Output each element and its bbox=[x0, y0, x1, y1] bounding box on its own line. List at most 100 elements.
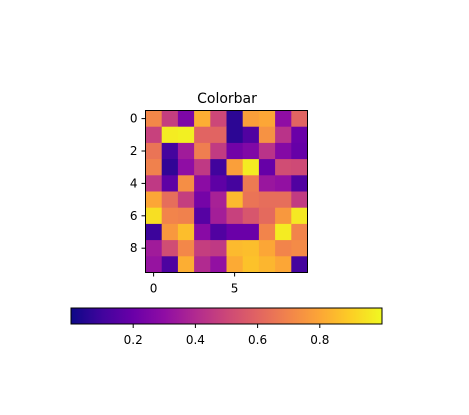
heatmap-cell bbox=[242, 126, 260, 144]
heatmap-cell bbox=[145, 207, 163, 225]
heatmap-cell bbox=[161, 240, 179, 257]
heatmap-cell bbox=[226, 142, 244, 160]
heatmap-cell bbox=[258, 191, 276, 209]
y-tick-label: 6 bbox=[130, 209, 138, 223]
heatmap-cell bbox=[226, 256, 244, 273]
y-tick-label: 0 bbox=[130, 112, 138, 126]
heatmap-cell bbox=[258, 142, 276, 160]
heatmap-cell bbox=[210, 207, 227, 225]
heatmap-cell bbox=[291, 256, 308, 273]
heatmap-cell bbox=[145, 126, 163, 144]
heatmap-cell bbox=[226, 126, 244, 144]
heatmap-cell bbox=[258, 223, 276, 241]
colorbar bbox=[70, 307, 383, 325]
heatmap-cell bbox=[242, 110, 260, 128]
heatmap-cell bbox=[258, 110, 276, 128]
heatmap-cell bbox=[145, 110, 163, 128]
heatmap-cell bbox=[194, 240, 211, 257]
heatmap-cell bbox=[291, 223, 308, 241]
y-tick-label: 4 bbox=[130, 176, 138, 190]
heatmap-cell bbox=[210, 126, 227, 144]
heatmap-cell bbox=[145, 159, 163, 176]
colorbar-tick-label: 0.8 bbox=[310, 333, 329, 347]
heatmap-cell bbox=[242, 175, 260, 192]
heatmap-cell bbox=[275, 126, 292, 144]
heatmap-cell bbox=[161, 207, 179, 225]
heatmap-cell bbox=[291, 240, 308, 257]
heatmap-cell bbox=[177, 240, 195, 257]
heatmap-cell bbox=[210, 240, 227, 257]
heatmap-cell bbox=[258, 159, 276, 176]
heatmap-cell bbox=[258, 207, 276, 225]
heatmap-cell bbox=[275, 110, 292, 128]
y-tick-label: 2 bbox=[130, 144, 138, 158]
heatmap-cell bbox=[161, 191, 179, 209]
heatmap-cell bbox=[161, 175, 179, 192]
heatmap-cell bbox=[242, 142, 260, 160]
heatmap-cell bbox=[242, 240, 260, 257]
heatmap-cell bbox=[258, 240, 276, 257]
heatmap-cell bbox=[194, 175, 211, 192]
heatmap-cell bbox=[258, 126, 276, 144]
heatmap-cell bbox=[177, 191, 195, 209]
heatmap-cell bbox=[210, 223, 227, 241]
heatmap-cell bbox=[145, 256, 163, 273]
heatmap-cell bbox=[145, 223, 163, 241]
heatmap-cell bbox=[177, 256, 195, 273]
heatmap-cell bbox=[275, 142, 292, 160]
x-tick-label: 5 bbox=[231, 282, 239, 296]
heatmap-cell bbox=[275, 240, 292, 257]
heatmap-cell bbox=[210, 191, 227, 209]
plot-frame bbox=[145, 110, 308, 273]
heatmap-cell bbox=[258, 256, 276, 273]
heatmap-cell bbox=[275, 207, 292, 225]
heatmap-cell bbox=[194, 110, 211, 128]
heatmap-cell bbox=[226, 159, 244, 176]
heatmap-cell bbox=[242, 159, 260, 176]
heatmap-cell bbox=[291, 126, 308, 144]
colorbar-tick-label: 0.2 bbox=[124, 333, 143, 347]
heatmap-cell bbox=[161, 256, 179, 273]
heatmap-cell bbox=[210, 110, 227, 128]
heatmap-cell bbox=[242, 207, 260, 225]
heatmap-cell bbox=[291, 159, 308, 176]
heatmap-cell bbox=[226, 191, 244, 209]
colorbar-axis: 0.2 0.4 0.6 0.8 bbox=[124, 324, 329, 347]
heatmap-cell bbox=[242, 256, 260, 273]
heatmap-cell bbox=[291, 142, 308, 160]
heatmap-cell bbox=[145, 142, 163, 160]
heatmap-cell bbox=[210, 142, 227, 160]
heatmap-cell bbox=[291, 207, 308, 225]
heatmap-cell bbox=[210, 256, 227, 273]
heatmap-cell bbox=[291, 110, 308, 128]
heatmap-cell bbox=[242, 223, 260, 241]
heatmap-cell bbox=[258, 175, 276, 192]
heatmap-cell bbox=[177, 223, 195, 241]
heatmap-cell bbox=[210, 159, 227, 176]
heatmap-cell bbox=[177, 159, 195, 176]
heatmap-cell bbox=[291, 191, 308, 209]
heatmap-cell bbox=[194, 142, 211, 160]
heatmap-cell bbox=[145, 191, 163, 209]
heatmap-cell bbox=[145, 175, 163, 192]
heatmap-cells bbox=[145, 110, 308, 273]
heatmap-cell bbox=[226, 207, 244, 225]
heatmap-cell bbox=[226, 110, 244, 128]
heatmap-cell bbox=[177, 126, 195, 144]
x-tick-label: 0 bbox=[150, 282, 158, 296]
heatmap-cell bbox=[161, 110, 179, 128]
heatmap-cell bbox=[194, 191, 211, 209]
heatmap-cell bbox=[226, 223, 244, 241]
heatmap-cell bbox=[177, 110, 195, 128]
y-tick-label: 8 bbox=[130, 241, 138, 255]
colorbar-tick-label: 0.6 bbox=[248, 333, 267, 347]
heatmap-cell bbox=[177, 142, 195, 160]
heatmap-cell bbox=[194, 159, 211, 176]
heatmap-cell bbox=[177, 175, 195, 192]
heatmap-cell bbox=[177, 207, 195, 225]
y-axis: 0 2 4 6 8 bbox=[130, 112, 146, 255]
heatmap-cell bbox=[194, 207, 211, 225]
